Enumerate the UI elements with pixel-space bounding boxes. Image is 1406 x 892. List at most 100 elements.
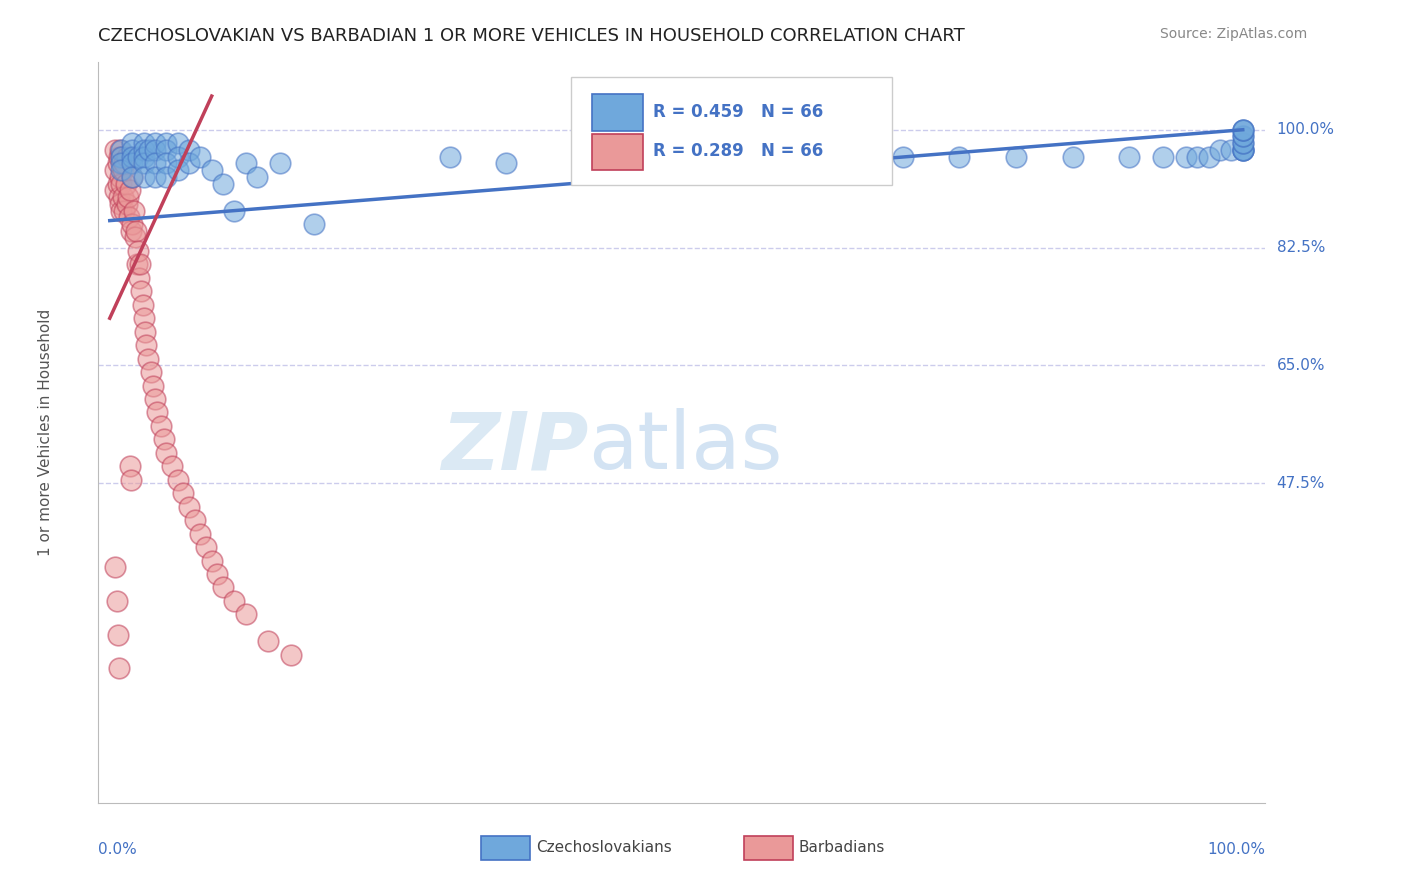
Point bbox=[190, 150, 212, 164]
Point bbox=[172, 486, 194, 500]
Point bbox=[1232, 136, 1254, 151]
Point bbox=[143, 156, 166, 170]
Point bbox=[665, 150, 688, 164]
Point bbox=[1118, 150, 1140, 164]
Point bbox=[201, 163, 224, 178]
Point bbox=[118, 211, 141, 225]
Point bbox=[155, 143, 177, 157]
Point bbox=[115, 196, 138, 211]
Point bbox=[1232, 129, 1254, 144]
Point bbox=[280, 648, 302, 662]
Point bbox=[835, 150, 858, 164]
Point bbox=[122, 203, 145, 218]
Point bbox=[104, 560, 127, 574]
Point bbox=[120, 473, 142, 487]
Point bbox=[104, 143, 127, 157]
Point bbox=[160, 459, 183, 474]
Point bbox=[121, 156, 143, 170]
Point bbox=[149, 418, 172, 433]
Point bbox=[721, 150, 744, 164]
Point bbox=[120, 224, 142, 238]
Point bbox=[1232, 143, 1254, 157]
FancyBboxPatch shape bbox=[592, 134, 644, 169]
Point bbox=[1005, 150, 1028, 164]
Point bbox=[136, 351, 159, 366]
Point bbox=[224, 594, 246, 608]
Point bbox=[104, 183, 127, 197]
Point bbox=[235, 607, 257, 622]
Point bbox=[212, 581, 235, 595]
Point bbox=[110, 150, 132, 164]
Text: 65.0%: 65.0% bbox=[1277, 358, 1324, 373]
FancyBboxPatch shape bbox=[592, 95, 644, 130]
Point bbox=[121, 217, 143, 231]
Point bbox=[107, 627, 129, 641]
Point bbox=[121, 136, 143, 151]
Point bbox=[235, 156, 257, 170]
Text: Barbadians: Barbadians bbox=[799, 840, 884, 855]
Point bbox=[134, 325, 156, 339]
Point bbox=[110, 203, 132, 218]
Point bbox=[166, 163, 188, 178]
Point bbox=[269, 156, 291, 170]
Point bbox=[1062, 150, 1084, 164]
Point bbox=[131, 298, 153, 312]
Point bbox=[135, 338, 157, 352]
Point bbox=[177, 143, 200, 157]
Point bbox=[177, 500, 200, 514]
Point bbox=[110, 150, 132, 164]
Point bbox=[1232, 143, 1254, 157]
Point bbox=[132, 156, 155, 170]
Point bbox=[302, 217, 325, 231]
Point bbox=[1232, 122, 1254, 136]
Point bbox=[127, 244, 149, 258]
Point bbox=[155, 136, 177, 151]
Point bbox=[121, 143, 143, 157]
Point bbox=[166, 136, 188, 151]
Point bbox=[1232, 143, 1254, 157]
Point bbox=[112, 163, 135, 178]
Point bbox=[115, 150, 138, 164]
Point bbox=[779, 150, 801, 164]
Point bbox=[1232, 122, 1254, 136]
Point bbox=[121, 150, 143, 164]
Point bbox=[112, 190, 135, 204]
Text: Source: ZipAtlas.com: Source: ZipAtlas.com bbox=[1160, 27, 1308, 41]
Point bbox=[948, 150, 970, 164]
Point bbox=[891, 150, 914, 164]
Point bbox=[155, 169, 177, 184]
Text: Czechoslovakians: Czechoslovakians bbox=[536, 840, 672, 855]
Point bbox=[155, 446, 177, 460]
Point bbox=[104, 163, 127, 178]
Text: 82.5%: 82.5% bbox=[1277, 240, 1324, 255]
Point bbox=[132, 169, 155, 184]
Point bbox=[155, 156, 177, 170]
Point bbox=[127, 150, 149, 164]
Text: 100.0%: 100.0% bbox=[1277, 122, 1334, 137]
Point bbox=[110, 156, 132, 170]
Point bbox=[143, 136, 166, 151]
Point bbox=[124, 230, 146, 244]
Point bbox=[120, 183, 142, 197]
Point bbox=[105, 594, 128, 608]
Point bbox=[125, 257, 148, 271]
Point bbox=[125, 224, 148, 238]
Point bbox=[114, 177, 136, 191]
Point bbox=[132, 136, 155, 151]
Point bbox=[183, 513, 205, 527]
Point bbox=[246, 169, 269, 184]
FancyBboxPatch shape bbox=[481, 836, 530, 860]
Point bbox=[207, 566, 229, 581]
Text: atlas: atlas bbox=[589, 409, 783, 486]
Point bbox=[1232, 122, 1254, 136]
Point bbox=[1175, 150, 1198, 164]
Point bbox=[114, 203, 136, 218]
Text: 0.0%: 0.0% bbox=[98, 842, 138, 856]
Text: R = 0.289   N = 66: R = 0.289 N = 66 bbox=[652, 143, 823, 161]
Text: 100.0%: 100.0% bbox=[1208, 842, 1265, 856]
Point bbox=[1232, 143, 1254, 157]
Point bbox=[212, 177, 235, 191]
Point bbox=[131, 285, 153, 299]
Point bbox=[190, 526, 212, 541]
Point bbox=[110, 143, 132, 157]
